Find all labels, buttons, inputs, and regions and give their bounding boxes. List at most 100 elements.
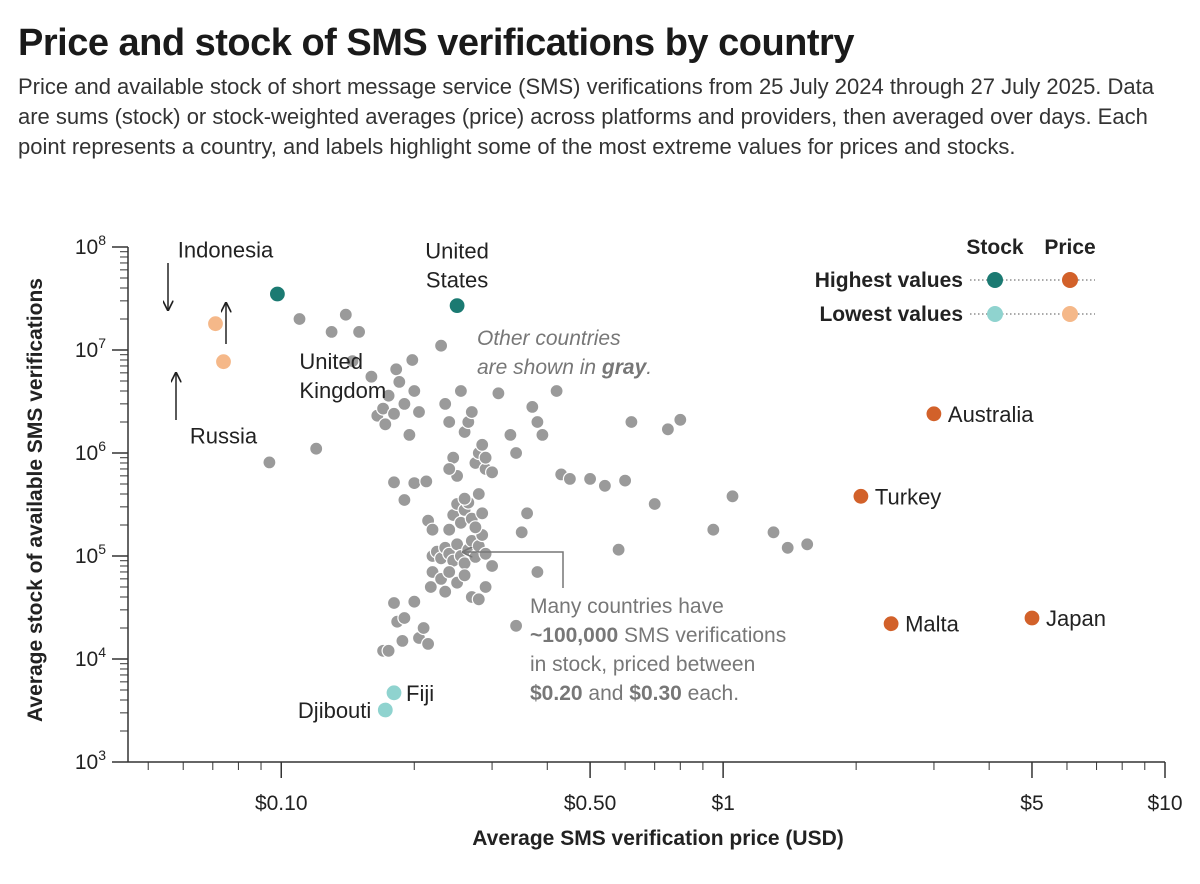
- country-point: [442, 522, 457, 537]
- country-point: [407, 594, 422, 609]
- legend-highest-label: Highest values: [815, 269, 963, 292]
- country-point: [438, 584, 453, 599]
- country-point: [324, 324, 339, 339]
- highlight-point-turkey: [852, 487, 870, 505]
- country-point: [530, 414, 545, 430]
- country-point: [611, 542, 626, 557]
- country-point: [475, 437, 490, 452]
- country-point: [562, 471, 578, 486]
- country-point: [442, 461, 457, 477]
- many-note-count: ~100,000: [530, 624, 618, 647]
- x-axis-ticks: $0.10 $0.50 $1 $5 $10: [147, 762, 1183, 815]
- country-point: [706, 522, 721, 537]
- country-point: [766, 525, 781, 540]
- highlight-point-japan: [1023, 609, 1041, 627]
- country-point: [262, 455, 277, 470]
- country-point: [442, 564, 457, 580]
- country-point: [364, 369, 379, 384]
- many-note-end: each.: [682, 682, 739, 705]
- country-point: [453, 383, 468, 399]
- country-point: [397, 610, 412, 626]
- x-tick-label: $1: [711, 792, 734, 815]
- y-tick-label: 103: [75, 747, 106, 774]
- country-point: [338, 307, 353, 322]
- legend-price-header: Price: [1044, 236, 1095, 259]
- country-point: [402, 427, 417, 442]
- country-point: [468, 520, 483, 535]
- y-tick-label: 106: [75, 438, 106, 465]
- many-note-rest: SMS verifications: [618, 624, 786, 647]
- country-point: [407, 476, 422, 491]
- country-label: Fiji: [406, 681, 434, 706]
- country-point: [660, 422, 676, 437]
- country-point: [503, 427, 518, 442]
- country-label: Malta: [905, 612, 960, 637]
- country-point: [485, 465, 500, 480]
- country-label: Australia: [948, 402, 1034, 427]
- country-point: [514, 525, 529, 540]
- country-point: [386, 406, 402, 421]
- highlighted-countries-points: [206, 285, 1041, 719]
- country-point: [478, 546, 493, 561]
- country-point: [419, 474, 434, 489]
- legend-price-high-swatch: [1062, 272, 1078, 288]
- country-label: Djibouti: [298, 698, 371, 723]
- country-point: [725, 489, 740, 504]
- country-point: [292, 311, 307, 327]
- country-point: [471, 592, 486, 607]
- country-point: [464, 404, 479, 420]
- country-point: [647, 496, 662, 512]
- country-point: [389, 362, 404, 377]
- country-point: [442, 414, 457, 430]
- country-label: Russia: [190, 424, 258, 449]
- country-point: [508, 618, 524, 633]
- country-point: [309, 441, 324, 456]
- country-point: [582, 471, 598, 486]
- highlight-point-malta: [882, 615, 900, 633]
- many-note-low-price: $0.20: [530, 682, 583, 705]
- country-label: Turkey: [875, 484, 941, 509]
- country-point: [485, 558, 500, 574]
- country-point: [457, 568, 472, 583]
- country-point: [405, 352, 420, 368]
- x-tick-label: $5: [1020, 792, 1043, 815]
- highlight-point-australia: [925, 405, 943, 423]
- country-point: [381, 388, 396, 403]
- other-countries-points: [262, 307, 815, 658]
- country-point: [535, 427, 550, 442]
- gray-note-suffix: .: [646, 356, 652, 379]
- country-point: [617, 473, 633, 488]
- country-point: [519, 506, 535, 521]
- gray-note-line1: Other countries: [477, 327, 621, 350]
- highlight-point-fiji: [385, 684, 403, 702]
- y-tick-label: 107: [75, 335, 106, 362]
- country-point: [352, 324, 367, 339]
- country-label: United: [425, 239, 489, 264]
- y-tick-label: 104: [75, 644, 106, 671]
- country-point: [624, 414, 639, 430]
- country-point: [800, 537, 815, 552]
- chart-title: Price and stock of SMS verifications by …: [18, 22, 854, 64]
- country-point: [478, 579, 493, 595]
- country-label: Indonesia: [178, 238, 274, 263]
- legend-stock-low-swatch: [987, 306, 1003, 322]
- highlight-point-united-kingdom: [268, 285, 286, 303]
- country-point: [438, 396, 453, 411]
- y-axis-ticks: 103 104 105 106 107 108: [75, 232, 128, 774]
- y-tick-label: 108: [75, 232, 106, 259]
- country-point: [395, 633, 410, 649]
- country-label: Japan: [1046, 606, 1106, 631]
- legend: Stock Price Highest values Lowest values: [815, 236, 1096, 326]
- x-tick-label: $0.50: [564, 792, 617, 815]
- country-point: [378, 417, 393, 432]
- many-note-and: and: [583, 682, 630, 705]
- country-point: [345, 354, 360, 369]
- country-point: [386, 475, 402, 490]
- gray-note-prefix: are shown in: [477, 356, 602, 379]
- country-point: [673, 412, 688, 427]
- country-point: [386, 595, 402, 611]
- country-label: United: [299, 349, 363, 374]
- country-point: [491, 386, 506, 401]
- highlight-point-united-states: [448, 297, 466, 315]
